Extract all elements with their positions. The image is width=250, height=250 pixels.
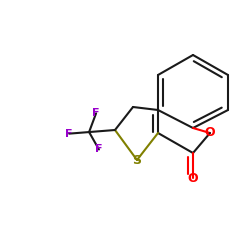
- Text: F: F: [92, 108, 100, 118]
- Text: O: O: [205, 126, 215, 140]
- Text: S: S: [132, 154, 141, 166]
- Text: O: O: [188, 172, 198, 184]
- Text: F: F: [95, 144, 103, 154]
- Text: F: F: [66, 129, 73, 139]
